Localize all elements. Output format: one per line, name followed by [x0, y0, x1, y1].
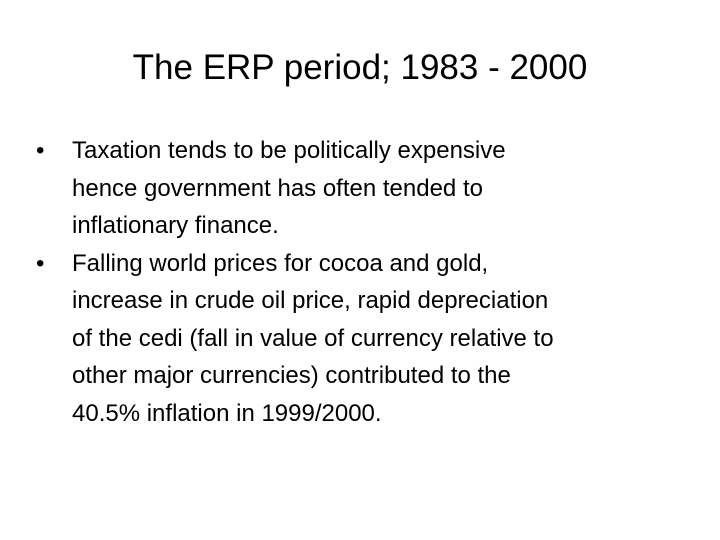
bullet-line: Taxation tends to be politically expensi… [72, 137, 506, 164]
bullet-list: • Taxation tends to be politically expens… [36, 132, 696, 432]
bullet-line: 40.5% inflation in 1999/2000. [72, 399, 382, 427]
bullet-line: other major currencies) contributed to t… [72, 362, 511, 389]
bullet-line: inflationary finance. [72, 212, 279, 239]
slide-title: The ERP period; 1983 - 2000 [132, 48, 588, 87]
bullet-item: • Falling world prices for cocoa and gold… [36, 245, 696, 433]
bullet-marker: • [36, 249, 45, 277]
bullet-line: of the cedi (fall in value of currency r… [72, 324, 554, 352]
bullet-line: increase in crude oil price, rapid depre… [72, 287, 549, 314]
bullet-line: hence government has often tended to [72, 174, 483, 202]
bullet-item: • Taxation tends to be politically expens… [36, 132, 696, 245]
bullet-marker: • [36, 137, 45, 164]
bullet-line: Falling world prices for cocoa and gold, [72, 249, 489, 277]
